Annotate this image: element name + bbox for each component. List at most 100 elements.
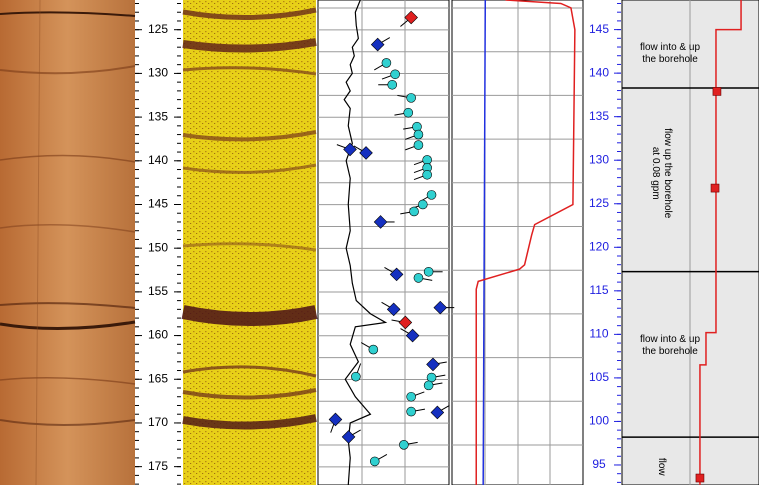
depth-tick-label: 140 <box>148 153 168 167</box>
elevation-tick-label: 115 <box>589 283 608 297</box>
tadpole <box>405 140 424 151</box>
depth-tick-label: 165 <box>148 371 168 385</box>
tadpole <box>369 453 388 467</box>
acoustic-image <box>181 0 318 485</box>
tadpole-head <box>406 391 416 402</box>
tadpole-head <box>426 357 440 372</box>
depth-tick-label: 150 <box>148 240 168 254</box>
tadpole <box>381 301 401 317</box>
annotation: flow up the boreholeat 0.08 gpm <box>650 128 673 219</box>
tadpole-head <box>359 146 373 160</box>
tadpole-head <box>387 79 398 90</box>
tadpole <box>400 328 420 343</box>
tadpole-head <box>413 129 424 140</box>
tadpole <box>423 380 443 391</box>
tadpole <box>433 300 455 315</box>
resistivity-curve <box>475 0 576 485</box>
tadpole <box>406 406 426 417</box>
tadpole-head <box>403 107 414 118</box>
flow-measurement <box>695 473 705 483</box>
elevation-tick-label: 120 <box>589 239 609 253</box>
depth-tick-label: 145 <box>148 197 168 211</box>
tadpole-head <box>343 142 357 157</box>
tadpole <box>397 93 416 103</box>
caliper-curve <box>343 0 388 485</box>
tadpole <box>394 107 414 118</box>
tadpole <box>413 155 432 166</box>
tadpole-head <box>369 456 380 467</box>
tadpole <box>413 273 433 283</box>
tadpole <box>400 206 419 217</box>
tadpole-head <box>389 267 404 282</box>
annotation: flow into & up the borehole <box>640 333 700 356</box>
tadpole <box>381 69 400 80</box>
tadpole <box>370 37 391 52</box>
tadpole <box>426 357 447 372</box>
tadpole <box>391 315 413 330</box>
tadpole-head <box>405 328 420 343</box>
annotation-line: the borehole <box>642 345 698 356</box>
optical-image <box>0 0 136 485</box>
tadpole-head <box>328 412 343 427</box>
tadpole-head <box>404 10 418 25</box>
tadpole <box>351 363 362 382</box>
tadpole <box>423 266 443 277</box>
tadpole <box>406 391 425 402</box>
tadpole <box>400 10 418 27</box>
annotation-line: flow up the borehole <box>662 128 673 219</box>
tadpole-head <box>373 215 388 229</box>
tadpole-head <box>423 266 434 277</box>
depth-tick-label: 130 <box>148 66 168 80</box>
tadpole <box>419 190 437 203</box>
temperature-curve <box>482 0 487 485</box>
elevation-tick-label: 140 <box>589 65 609 79</box>
tadpole <box>413 162 432 174</box>
tadpole <box>353 145 373 160</box>
annotation: flow <box>656 458 667 477</box>
elevation-tick-label: 105 <box>589 370 609 384</box>
annotation-line: flow into & up <box>640 333 700 344</box>
tadpole-head <box>423 380 434 391</box>
tadpole <box>430 405 450 420</box>
tadpole-head <box>390 69 400 80</box>
elevation-tick-label: 100 <box>589 414 609 428</box>
tadpole-head <box>399 440 409 450</box>
tadpole-head <box>406 406 416 417</box>
tadpole <box>405 129 424 140</box>
elevation-tick-label: 95 <box>592 457 606 471</box>
tadpole <box>378 79 398 90</box>
tadpole-head <box>422 169 432 180</box>
tadpole-head <box>381 58 392 68</box>
tadpole-head <box>406 93 416 103</box>
annotation-line: flow <box>656 458 667 477</box>
flow-measurement <box>712 87 722 96</box>
tadpole <box>373 215 395 229</box>
elevation-tick-label: 110 <box>589 327 608 341</box>
depth-tick-label: 125 <box>148 22 168 36</box>
tadpole-head <box>370 37 385 52</box>
tadpole <box>413 169 432 181</box>
tadpole-head <box>430 405 445 420</box>
tadpole <box>384 266 404 282</box>
tadpole-head <box>351 371 361 382</box>
elevation-tick-label: 130 <box>589 152 609 166</box>
depth-tick-label: 160 <box>148 328 168 342</box>
tadpole <box>399 440 418 450</box>
tadpole-head <box>368 344 379 355</box>
flow-profile <box>699 0 742 485</box>
tadpole-head <box>412 121 422 132</box>
annotation-line: at 0.08 gpm <box>650 147 661 200</box>
annotation: flow into & up the borehole <box>640 42 700 65</box>
tadpole-head <box>409 206 419 217</box>
elevation-tick-label: 145 <box>589 22 609 36</box>
tadpole-head <box>426 190 437 200</box>
tadpole <box>360 342 379 355</box>
tadpole-head <box>433 300 448 315</box>
depth-tick-label: 175 <box>148 459 168 473</box>
tadpole-track <box>317 0 450 485</box>
tadpole-head <box>386 302 401 317</box>
tadpole-head <box>413 273 424 283</box>
elevation-tick-label: 125 <box>589 196 609 210</box>
